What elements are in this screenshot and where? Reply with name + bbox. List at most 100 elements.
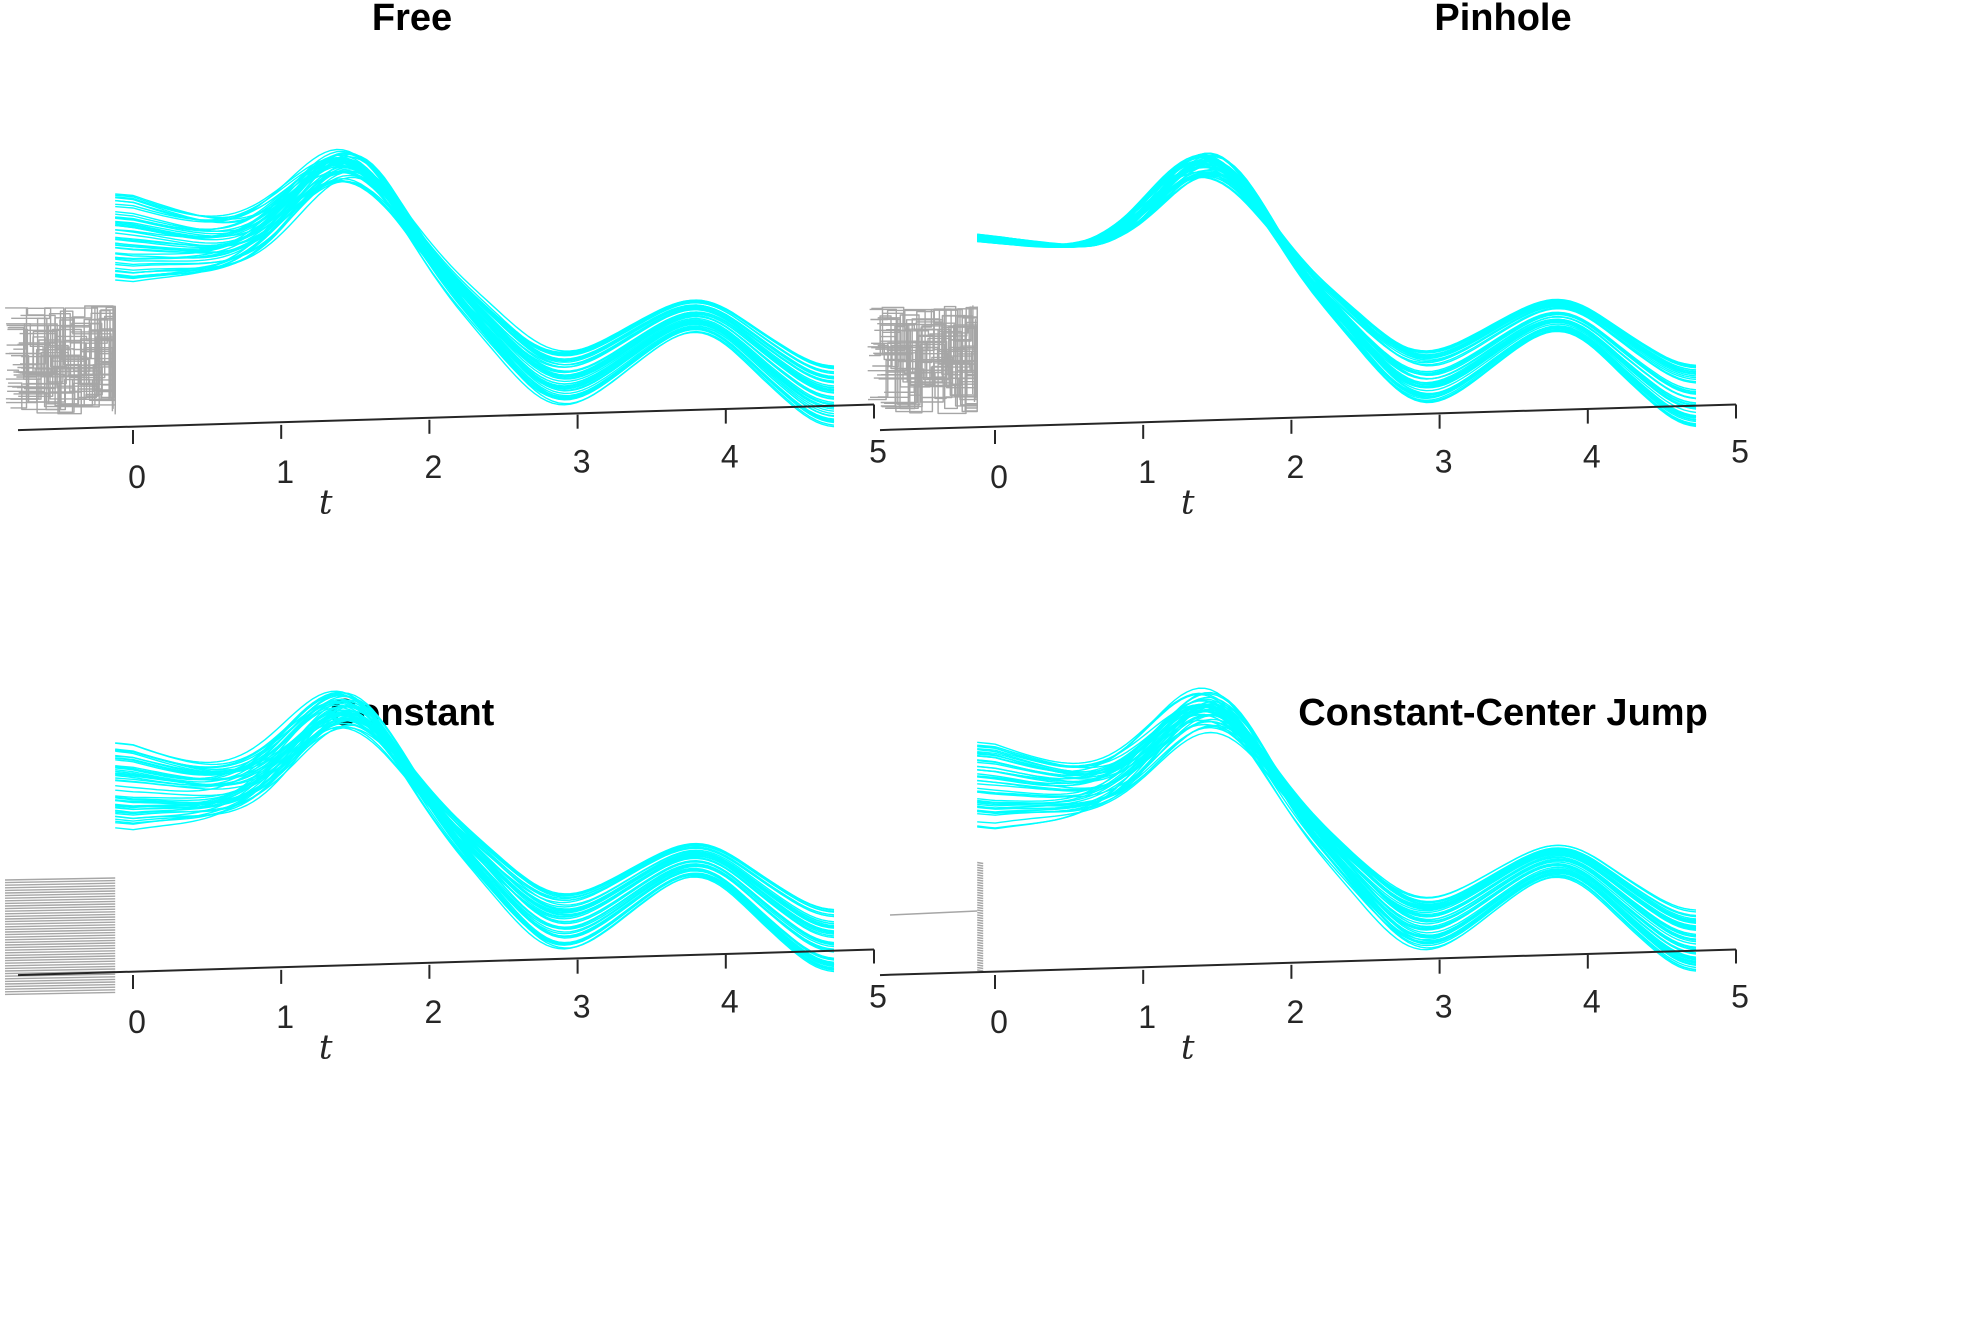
trajectory-line (977, 699, 1697, 949)
history-line (977, 921, 984, 925)
history-line (4, 986, 116, 990)
x-tick-label: 4 (1583, 984, 1601, 1020)
x-tick-label: 0 (990, 1004, 1008, 1040)
history-line (977, 956, 984, 960)
history-line (5, 305, 116, 406)
trajectory-line (977, 705, 1697, 965)
trajectory-line (977, 723, 1697, 921)
history-line (977, 869, 984, 872)
x-tick-label: 1 (276, 454, 294, 490)
trajectory-line (115, 698, 835, 945)
history-line (977, 911, 984, 915)
history-line (4, 929, 116, 933)
history-line (977, 876, 984, 880)
trajectory-line (977, 158, 1697, 414)
trajectory-line (115, 699, 835, 960)
history-line (4, 931, 116, 936)
trajectory-line (115, 702, 835, 934)
trajectory-line (115, 695, 835, 969)
trajectory-line (977, 704, 1697, 929)
history-line (4, 942, 116, 946)
trajectory-line (977, 703, 1697, 955)
trajectory-line (115, 165, 835, 409)
trajectory-line (115, 163, 835, 373)
history-line (977, 954, 984, 957)
trajectory-line (115, 158, 835, 423)
history-line (886, 325, 978, 393)
history-line (4, 957, 116, 962)
trajectory-line (115, 160, 835, 409)
trajectory-line (977, 160, 1697, 410)
trajectory-line (977, 705, 1697, 962)
panel-pinhole: Pinhole 0 1 2 3 4 5 t (867, 0, 1749, 522)
x-axis-line (879, 948, 1737, 977)
history-line (4, 887, 116, 892)
trajectory-line (977, 166, 1697, 393)
history-line (869, 306, 978, 372)
history-line (880, 328, 978, 404)
trajectory-line (977, 165, 1697, 395)
history-line (977, 891, 984, 895)
x-tick-label: 3 (1435, 444, 1453, 480)
history-line (4, 965, 116, 970)
trajectory-line (977, 160, 1697, 410)
trajectory-line (115, 152, 835, 400)
trajectory-line (115, 710, 835, 965)
history-line (977, 961, 984, 965)
panel-title: Free (372, 0, 452, 39)
history-line (16, 322, 116, 376)
history-line (4, 989, 116, 993)
trajectory-line (977, 171, 1697, 377)
trajectory-line (115, 714, 835, 918)
history-line (4, 898, 116, 902)
trajectory-line (977, 159, 1697, 410)
trajectory-line (977, 721, 1697, 931)
trajectory-line (977, 714, 1697, 927)
trajectory-line (115, 156, 835, 398)
history-line (977, 874, 984, 877)
history-line (4, 877, 116, 881)
trajectory-line (977, 705, 1697, 940)
x-axis-line (17, 403, 875, 432)
panel-free: Free 0 1 2 3 4 5 t (5, 0, 887, 522)
trajectory-line (115, 176, 835, 389)
trajectory-line (115, 154, 835, 412)
history-line (977, 969, 984, 972)
x-tick-label: 1 (1138, 454, 1156, 490)
history-line (4, 913, 116, 918)
trajectory-line (115, 700, 835, 939)
history-line (977, 941, 984, 945)
history-line (977, 951, 984, 955)
trajectory-line (977, 704, 1697, 960)
history-line (977, 929, 984, 932)
trajectory-line (115, 170, 835, 406)
history-line (4, 892, 116, 897)
x-axis-label: t (1181, 1027, 1195, 1067)
x-tick-label: 2 (425, 449, 443, 485)
trajectory-line (977, 161, 1697, 404)
trajectory-line (115, 171, 835, 398)
trajectory-line (977, 155, 1697, 421)
history-line (4, 955, 116, 959)
trajectory-line (977, 718, 1697, 924)
x-axis-line (17, 948, 875, 977)
trajectory-line (977, 692, 1697, 954)
trajectory-line (115, 164, 835, 380)
trajectory-line (977, 693, 1697, 963)
history-line (4, 879, 116, 884)
trajectory-line (115, 694, 835, 961)
trajectory-line (977, 171, 1697, 381)
history-line (977, 904, 984, 907)
trajectory-line (115, 700, 835, 946)
x-tick-label: 0 (128, 459, 146, 495)
trajectory-line (977, 710, 1697, 929)
trajectory-line (977, 710, 1697, 972)
trajectory-line (115, 171, 835, 382)
history-line (977, 861, 984, 865)
trajectory-line (977, 714, 1697, 936)
trajectory-line (977, 726, 1697, 917)
trajectory-line (977, 162, 1697, 404)
trajectory-line (977, 700, 1697, 961)
trajectory-line (115, 717, 835, 935)
